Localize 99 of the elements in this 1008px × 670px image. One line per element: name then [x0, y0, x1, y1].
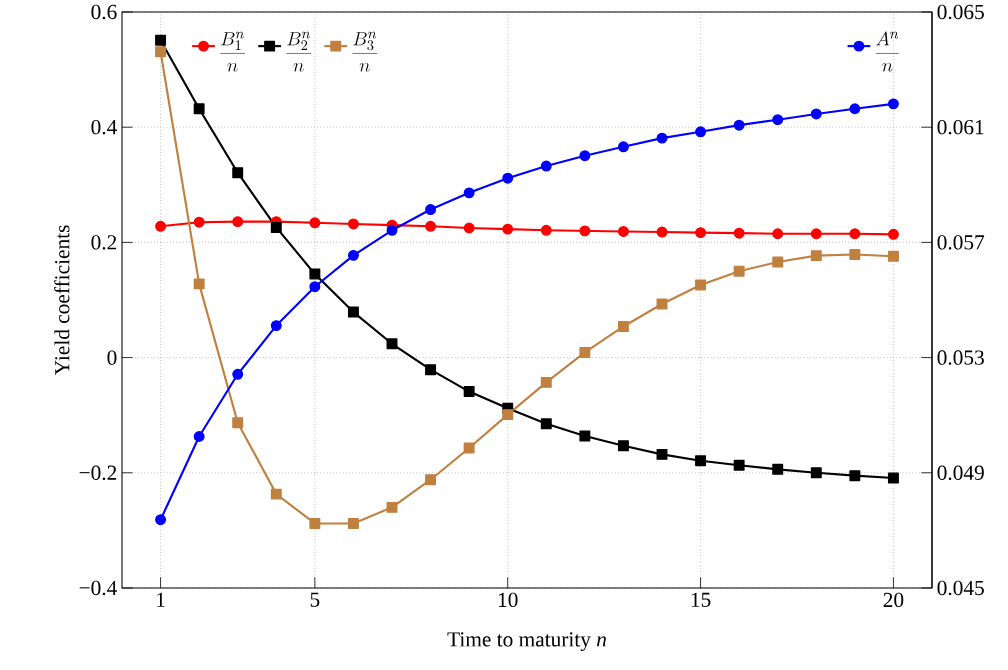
- point: [502, 223, 514, 235]
- x-tick-label: 1: [157, 592, 165, 607]
- point: [347, 218, 359, 230]
- point: [270, 320, 282, 332]
- legend-label: $\frac{B_3^n}{n}$: [352, 31, 378, 72]
- point: [463, 442, 475, 454]
- point: [386, 224, 398, 236]
- point: [270, 221, 282, 233]
- point: [155, 514, 167, 526]
- point: [887, 472, 899, 484]
- point: [579, 225, 591, 237]
- point: [695, 126, 707, 138]
- point: [887, 250, 899, 262]
- point: [425, 204, 437, 216]
- point: [347, 249, 359, 261]
- point: [540, 160, 552, 172]
- point: [772, 114, 784, 126]
- x-tick-label: 20: [883, 592, 904, 608]
- y-tick-label: 0.4: [91, 119, 117, 135]
- point: [463, 222, 475, 234]
- x-axis-title: Time to maturity n: [447, 632, 607, 651]
- legend-label: $\frac{B_1^n}{n}$: [220, 31, 245, 72]
- point: [270, 488, 282, 500]
- point: [733, 227, 745, 239]
- x-tick-label: 10: [498, 592, 518, 608]
- y-tick-label: −0.4: [79, 580, 117, 596]
- point: [810, 250, 822, 262]
- y2-tick-label: 0.053: [937, 350, 984, 365]
- point: [155, 220, 167, 232]
- point: [617, 225, 629, 237]
- point: [733, 459, 745, 471]
- point: [772, 463, 784, 475]
- point: [232, 417, 244, 429]
- legend-label: $\frac{A^n}{n}$: [875, 31, 900, 72]
- point: [656, 448, 668, 460]
- point: [849, 470, 861, 482]
- point: [617, 141, 629, 153]
- x-tick-label: 15: [691, 592, 711, 607]
- point: [309, 217, 321, 229]
- point: [232, 368, 244, 380]
- point: [540, 376, 552, 388]
- y2-tick-label: 0.065: [937, 4, 984, 20]
- point: [193, 278, 205, 290]
- point: [810, 228, 822, 240]
- point: [309, 281, 321, 293]
- point: [193, 103, 205, 115]
- point: [425, 364, 437, 376]
- point: [810, 467, 822, 479]
- x-tick-label: 5: [310, 592, 320, 607]
- y2-tick-label: 0.061: [937, 119, 984, 135]
- y2-tick-label: 0.045: [937, 580, 984, 596]
- point: [193, 216, 205, 228]
- point: [810, 108, 822, 120]
- point: [887, 98, 899, 110]
- point: [155, 34, 167, 46]
- y-tick-label: −0.2: [79, 465, 117, 481]
- point: [540, 224, 552, 236]
- point: [695, 279, 707, 291]
- point: [193, 431, 205, 442]
- point: [579, 346, 591, 358]
- point: [695, 227, 707, 239]
- point: [733, 119, 745, 131]
- point: [540, 418, 552, 430]
- point: [502, 172, 514, 184]
- point: [849, 249, 861, 260]
- point: [232, 216, 244, 228]
- point: [463, 386, 475, 398]
- point: [617, 321, 629, 332]
- point: [232, 167, 244, 179]
- point: [579, 150, 591, 162]
- y2-tick-label: 0.057: [937, 235, 985, 250]
- point: [386, 501, 398, 513]
- point: [849, 228, 861, 240]
- point: [656, 226, 668, 238]
- point: [347, 518, 359, 529]
- y-tick-label: 0.2: [91, 235, 117, 250]
- y2-tick-label: 0.049: [937, 465, 984, 481]
- point: [502, 409, 514, 421]
- point: [309, 518, 321, 529]
- y-tick-label: 0: [107, 350, 117, 365]
- point: [733, 265, 745, 277]
- point: [425, 474, 437, 486]
- point: [579, 430, 591, 442]
- point: [463, 187, 475, 199]
- point: [155, 46, 167, 58]
- point: [695, 455, 707, 467]
- y-tick-label: 0.6: [91, 4, 117, 20]
- y-axis-title: Yield coefficients: [54, 225, 70, 376]
- point: [386, 338, 398, 350]
- point: [772, 256, 784, 268]
- point: [656, 132, 668, 144]
- point: [347, 306, 359, 318]
- point: [617, 440, 629, 452]
- point: [425, 220, 437, 232]
- point: [772, 228, 784, 240]
- point: [887, 228, 899, 240]
- legend-label: $\frac{B_2^n}{n}$: [286, 31, 312, 72]
- point: [309, 268, 321, 280]
- point: [849, 103, 861, 115]
